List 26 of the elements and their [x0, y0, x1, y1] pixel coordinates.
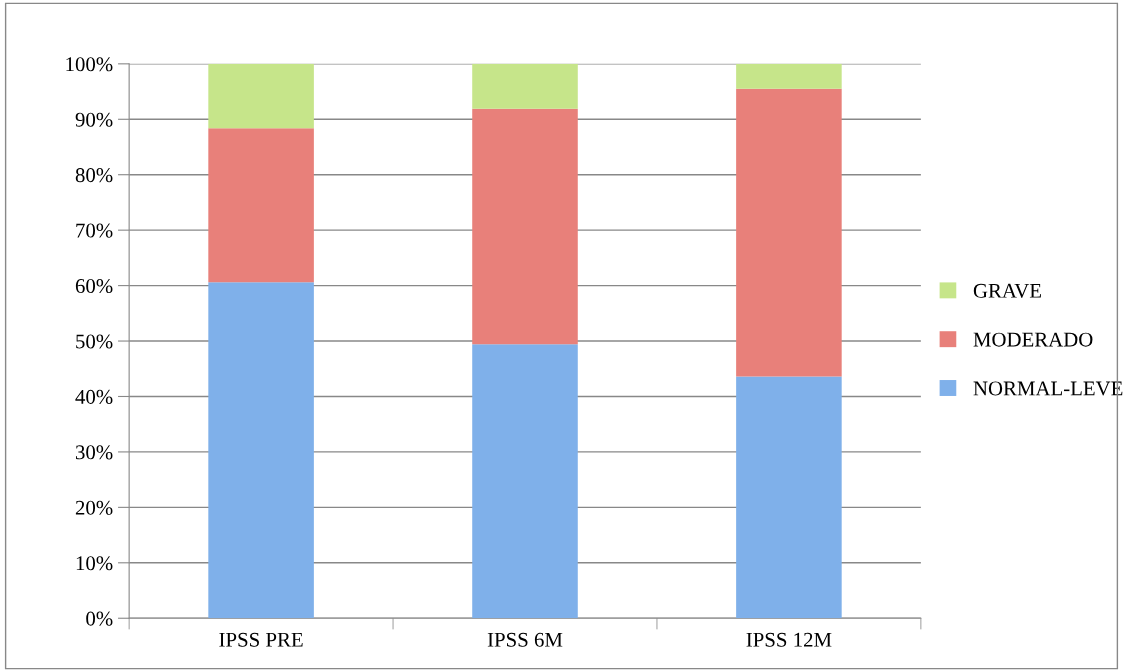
y-tick-label: 80% [75, 168, 113, 183]
x-tick-label: IPSS 12M [746, 632, 832, 647]
y-tick-label: 100% [66, 57, 113, 72]
x-tick-label: IPSS 6M [487, 632, 563, 647]
legend-label: GRAVE [973, 283, 1041, 298]
bar [208, 282, 314, 619]
y-tick-label: 70% [76, 223, 113, 238]
y-tick-label: 50% [76, 334, 113, 349]
bar [736, 376, 842, 619]
y-tick-label: 0% [86, 611, 113, 626]
bar [472, 344, 578, 619]
x-tick-label: IPSS PRE [219, 632, 303, 647]
y-tick-label: 30% [75, 445, 113, 460]
y-tick-label: 40% [75, 389, 113, 404]
bar [736, 88, 842, 377]
bar [736, 63, 842, 89]
legend-label: MODERADO [973, 332, 1093, 347]
y-tick-label: 10% [76, 556, 113, 571]
bar [472, 108, 578, 345]
bar [208, 128, 314, 283]
legend-label: NORMAL-LEVE [973, 381, 1123, 396]
y-tick-label: 20% [75, 500, 113, 515]
bar [472, 63, 578, 109]
y-tick-label: 60% [75, 278, 113, 294]
bar [208, 63, 314, 129]
y-tick-label: 90% [75, 112, 113, 127]
